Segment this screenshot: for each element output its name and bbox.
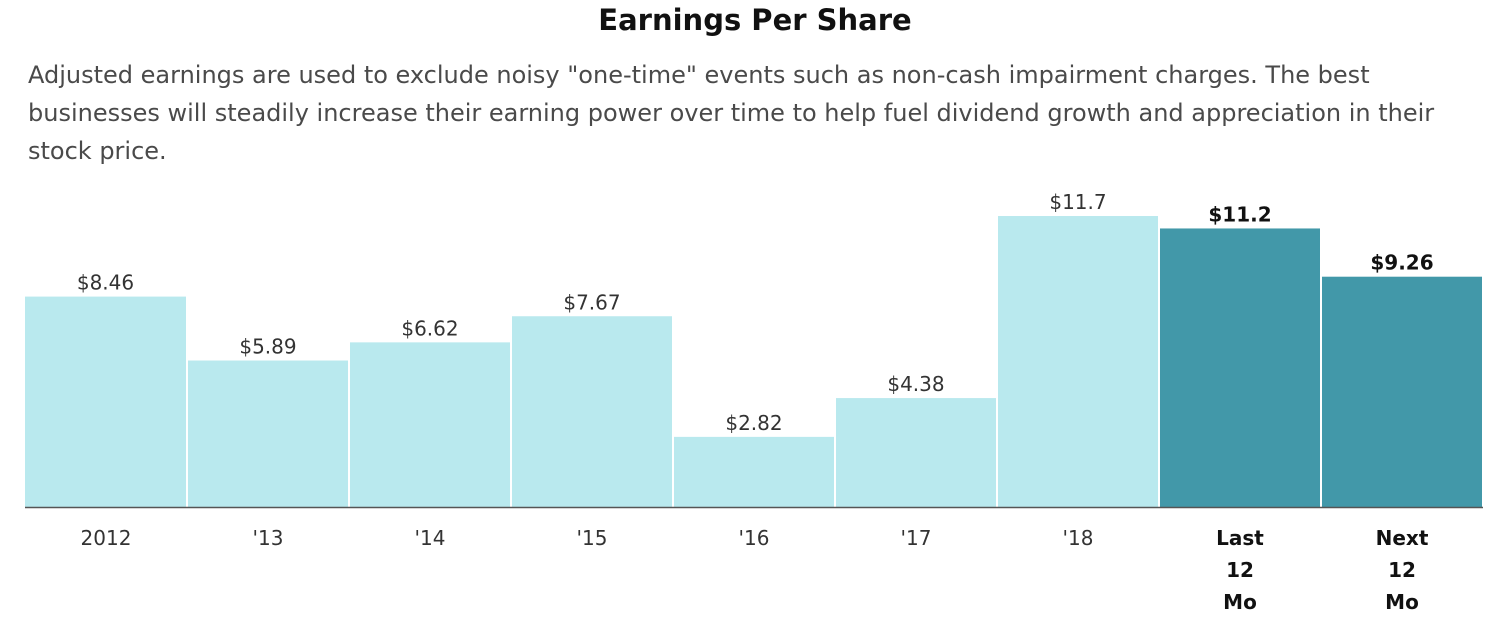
bar-next-12-mo [1322, 276, 1482, 507]
x-tick-label-18: '18 [1063, 526, 1094, 550]
bar-15 [512, 316, 672, 507]
x-tick-label-14: '14 [415, 526, 446, 550]
bars-layer [25, 216, 1482, 507]
bar-value-label-18: $11.7 [1049, 190, 1106, 214]
x-tick-label-13: '13 [253, 526, 284, 550]
bar-14 [350, 342, 510, 507]
bar-value-label-2012: $8.46 [77, 271, 134, 295]
x-tick-label-15: '15 [577, 526, 608, 550]
bar-18 [998, 216, 1158, 507]
bar-value-label-14: $6.62 [401, 316, 458, 340]
bar-13 [188, 360, 348, 507]
bar-16 [674, 436, 834, 507]
x-tick-label-16: '16 [739, 526, 770, 550]
bar-value-label-13: $5.89 [239, 335, 296, 359]
chart-title: Earnings Per Share [598, 3, 912, 37]
bar-17 [836, 398, 996, 507]
chart-subtitle: Adjusted earnings are used to exclude no… [28, 61, 1435, 165]
bar-value-label-last-12-mo: $11.2 [1208, 202, 1271, 226]
x-tick-label-2012: 2012 [81, 526, 132, 550]
bar-last-12-mo [1160, 228, 1320, 507]
bar-value-label-17: $4.38 [887, 372, 944, 396]
x-tick-labels-layer: 2012 '13 '14 '15 '16 '17 '18 Last 12 Mo Next 12 Mo [81, 526, 1429, 614]
x-tick-label-17: '17 [901, 526, 932, 550]
x-tick-label-next-12-mo: Next 12 Mo [1376, 526, 1429, 614]
bar-value-label-15: $7.67 [563, 290, 620, 314]
x-tick-label-last-12-mo: Last 12 Mo [1216, 526, 1264, 614]
value-labels-layer: $8.46 $5.89 $6.62 $7.67 $2.82 $4.38 $11.7 $11.2… [77, 190, 1434, 435]
bar-value-label-next-12-mo: $9.26 [1370, 251, 1433, 275]
bar-2012 [25, 296, 186, 507]
bar-value-label-16: $2.82 [725, 411, 782, 435]
